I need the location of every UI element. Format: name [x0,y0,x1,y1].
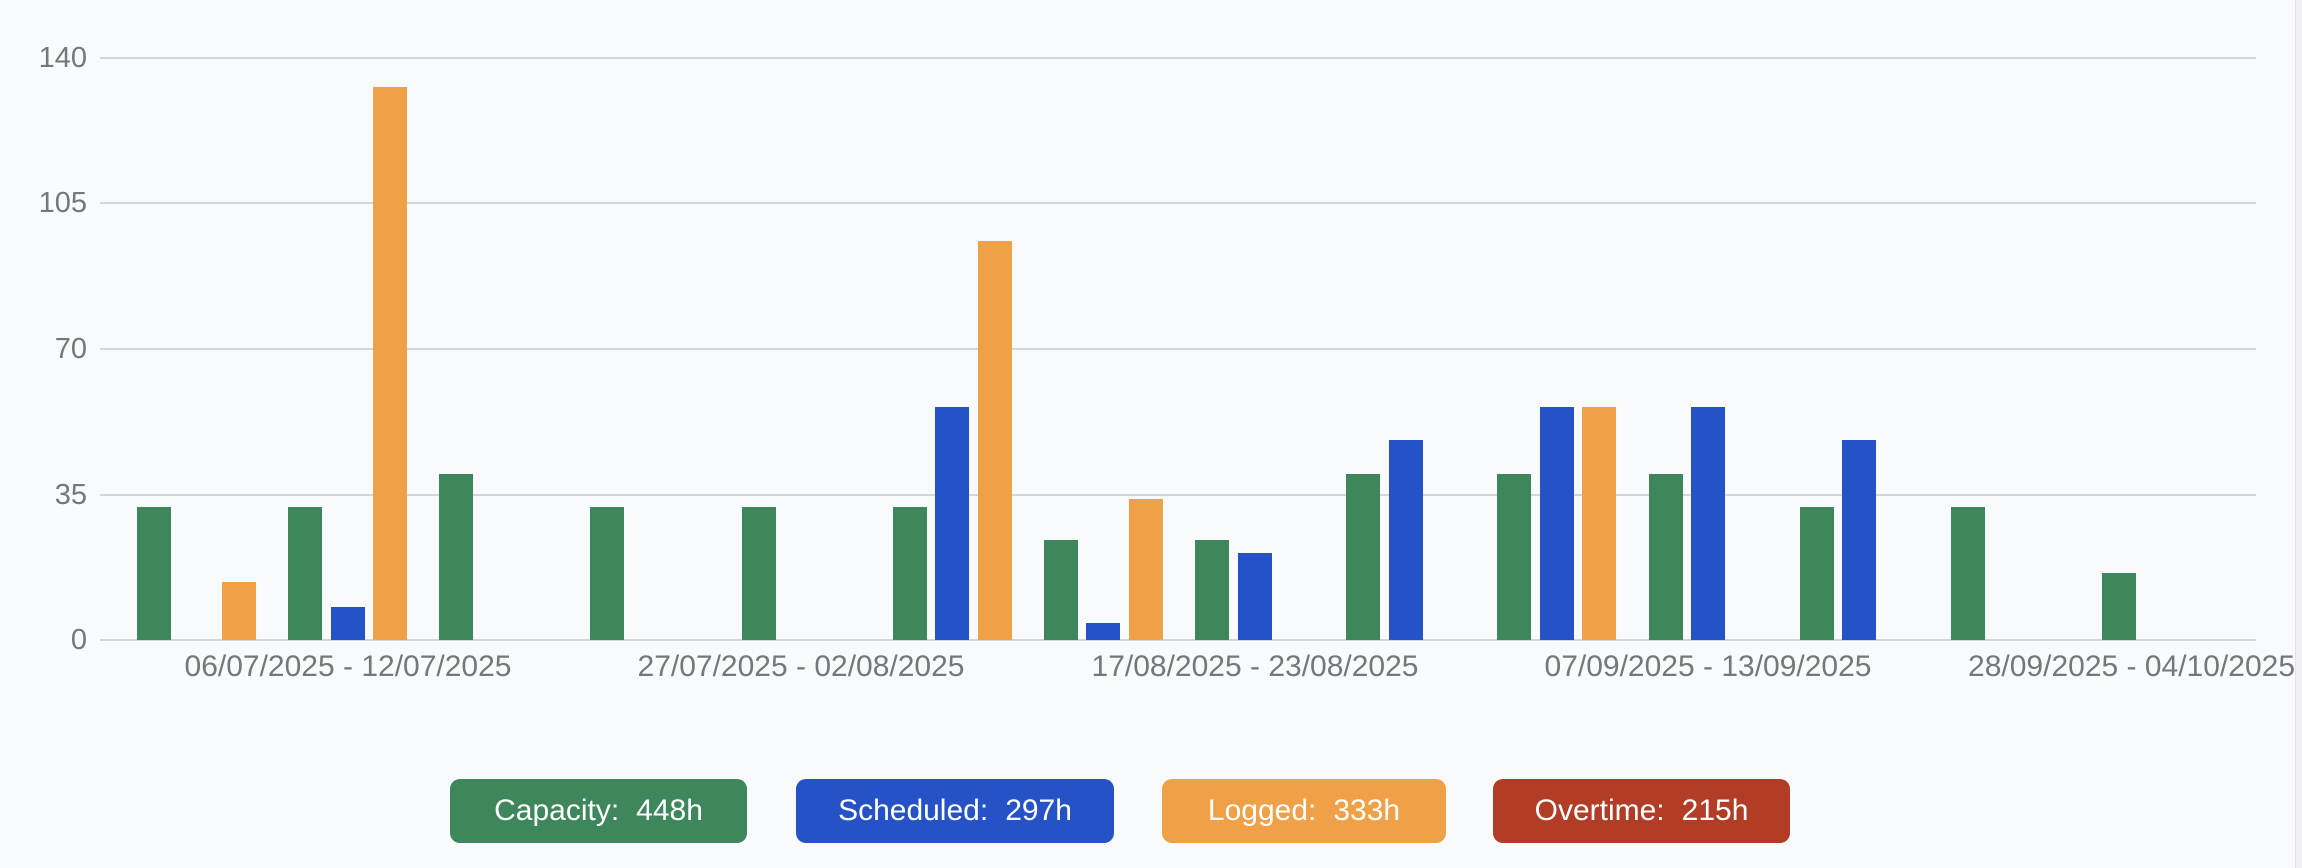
bar-scheduled-week11[interactable] [1691,407,1725,640]
bar-capacity-week4[interactable] [590,507,624,640]
bar-capacity-week7[interactable] [1044,540,1078,640]
y-tick-label-140: 140 [38,42,87,74]
legend-label: Capacity: [494,794,620,827]
bar-logged-week10[interactable] [1582,407,1616,640]
legend-pill-scheduled[interactable]: Scheduled: 297h [796,779,1114,843]
bar-capacity-week6[interactable] [893,507,927,640]
legend-pill-logged[interactable]: Logged: 333h [1162,779,1446,843]
x-tick-label-week5: 27/07/2025 - 02/08/2025 [637,650,965,683]
legend-value: 448h [636,794,703,827]
bar-scheduled-week6[interactable] [935,407,969,640]
gridline-70 [100,348,2256,350]
bar-logged-week7[interactable] [1129,499,1163,640]
y-tick-label-70: 70 [54,333,87,365]
legend-value: 297h [1005,794,1072,827]
x-tick-label-week14: 28/09/2025 - 04/10/2025 [1968,650,2295,683]
legend-label: Scheduled: [838,794,989,827]
scrollbar-track[interactable] [2295,0,2302,868]
legend-pill-overtime[interactable]: Overtime: 215h [1493,779,1790,843]
gridline-105 [100,202,2256,204]
bar-capacity-week11[interactable] [1649,474,1683,640]
bar-scheduled-week10[interactable] [1540,407,1574,640]
bar-capacity-week12[interactable] [1800,507,1834,640]
bar-logged-week2[interactable] [373,87,407,640]
bar-capacity-week5[interactable] [742,507,776,640]
bar-capacity-week1[interactable] [137,507,171,640]
bar-scheduled-week8[interactable] [1238,553,1272,640]
legend-label: Overtime: [1534,794,1665,827]
bar-capacity-week14[interactable] [2102,573,2136,640]
x-tick-label-week11: 07/09/2025 - 13/09/2025 [1544,650,1872,683]
bar-scheduled-week7[interactable] [1086,623,1120,640]
gridline-35 [100,494,2256,496]
legend-label: Logged: [1207,794,1317,827]
bar-scheduled-week12[interactable] [1842,440,1876,640]
bar-capacity-week13[interactable] [1951,507,1985,640]
y-tick-label-0: 0 [70,624,87,656]
legend-value: 333h [1333,794,1401,827]
bar-capacity-week2[interactable] [288,507,322,640]
bar-scheduled-week2[interactable] [331,607,365,640]
gridline-140 [100,57,2256,59]
bar-scheduled-week9[interactable] [1389,440,1423,640]
y-tick-label-35: 35 [54,479,87,511]
legend-pill-capacity[interactable]: Capacity: 448h [450,779,747,843]
bar-capacity-week9[interactable] [1346,474,1380,640]
bar-logged-week1[interactable] [222,582,256,640]
legend-value: 215h [1681,794,1749,827]
bar-capacity-week10[interactable] [1497,474,1531,640]
bar-capacity-week3[interactable] [439,474,473,640]
x-tick-label-week8: 17/08/2025 - 23/08/2025 [1091,650,1419,683]
gridline-0 [100,639,2256,641]
y-tick-label-105: 105 [38,187,87,219]
bar-capacity-week8[interactable] [1195,540,1229,640]
x-tick-label-week2: 06/07/2025 - 12/07/2025 [184,650,512,683]
bar-logged-week6[interactable] [978,241,1012,640]
